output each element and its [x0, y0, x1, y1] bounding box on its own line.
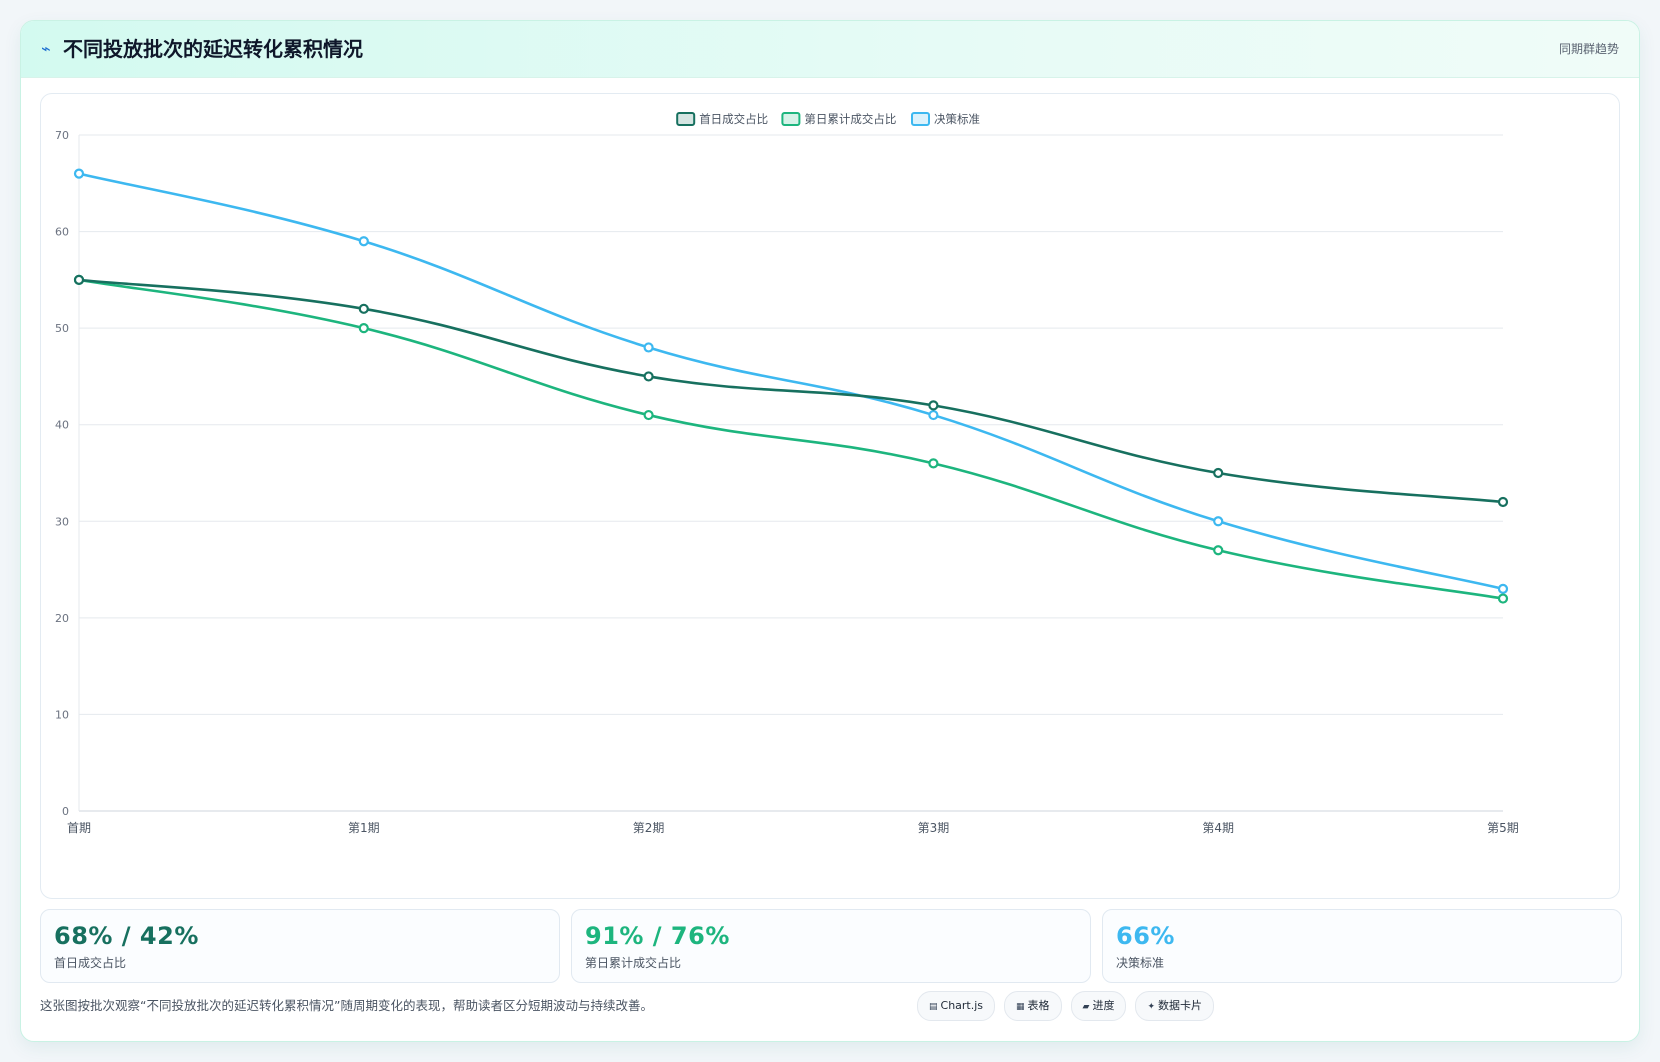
- sparkle-icon: ✦: [1147, 1002, 1156, 1012]
- card-header: ⌁ 不同投放批次的延迟转化累积情况 同期群趋势: [21, 21, 1639, 78]
- data-point: [1213, 516, 1224, 527]
- data-point: [358, 323, 369, 334]
- data-point: [928, 409, 939, 421]
- line-chart-icon: ⌁: [41, 39, 51, 58]
- data-point: [1213, 467, 1224, 479]
- progress-icon: ▰: [1082, 1002, 1090, 1012]
- data-point: [73, 274, 85, 285]
- stat-label: 第日累计成交占比: [585, 956, 682, 970]
- chip-table[interactable]: ▦ 表格: [1004, 991, 1062, 1021]
- y-tick-label: 60: [55, 226, 69, 239]
- data-point: [643, 409, 654, 421]
- chip-label: 进度: [1092, 999, 1115, 1012]
- legend-label: 决策标准: [934, 112, 980, 126]
- chip-label: 表格: [1027, 999, 1050, 1012]
- legend-swatch: [911, 112, 930, 126]
- stat-label: 首日成交占比: [54, 956, 127, 970]
- page-title: 不同投放批次的延迟转化累积情况: [63, 37, 363, 61]
- y-tick-label: 20: [55, 612, 69, 625]
- legend-label: 首日成交占比: [699, 112, 768, 126]
- line-chart: 0 10 20 30 40 50 60 70 首期 第1期 第2期 第3期 第4期 第5期 首日成交占比 第日…: [55, 112, 1519, 835]
- data-point: [73, 168, 85, 179]
- data-point: [643, 371, 654, 382]
- data-point: [928, 458, 939, 469]
- y-tick-label: 30: [55, 515, 69, 528]
- legend-label: 第日累计成交占比: [804, 112, 896, 126]
- stat-card-2: 91% / 76% 第日累计成交占比: [571, 909, 1091, 983]
- y-tick-label: 10: [55, 708, 69, 721]
- series-line-1: [77, 278, 1505, 504]
- stat-card-3: 66% 决策标准: [1102, 909, 1622, 983]
- chart-caption: 这张图按批次观察“不同投放批次的延迟转化累积情况”随周期变化的表现，帮助读者区分…: [40, 998, 653, 1013]
- x-tick-label: 第2期: [633, 821, 665, 835]
- chip-progress[interactable]: ▰ 进度: [1070, 991, 1127, 1021]
- chip-label: 数据卡片: [1158, 999, 1203, 1012]
- y-tick-label: 70: [55, 129, 69, 142]
- legend-swatch: [676, 112, 696, 126]
- data-point: [1497, 593, 1509, 604]
- stat-value: 66%: [1116, 922, 1175, 950]
- y-tick-label: 40: [55, 419, 69, 432]
- chip-data-card[interactable]: ✦ 数据卡片: [1135, 991, 1215, 1021]
- chart-icon: ▤: [929, 1002, 938, 1012]
- series-line-2: [77, 278, 1505, 600]
- chip-label: Chart.js: [940, 999, 984, 1012]
- legend-swatch: [781, 112, 801, 126]
- chip-group: ▤ Chart.js ▦ 表格 ▰ 进度 ✦ 数据卡片: [917, 991, 1215, 1021]
- x-tick-label: 首期: [67, 821, 91, 835]
- data-point: [358, 236, 369, 247]
- series-line-3: [77, 172, 1505, 591]
- stat-label: 决策标准: [1116, 956, 1165, 970]
- x-tick-label: 第3期: [918, 821, 950, 835]
- table-icon: ▦: [1016, 1002, 1025, 1012]
- data-point: [358, 303, 369, 314]
- x-tick-label: 第4期: [1202, 821, 1234, 835]
- stat-value: 68% / 42%: [54, 922, 199, 950]
- chart-card: ⌁ 不同投放批次的延迟转化累积情况 同期群趋势 0 10 20 30 40 50 60 70 首…: [20, 20, 1640, 1042]
- x-tick-label: 第1期: [348, 821, 380, 835]
- x-tick-label: 第5期: [1487, 821, 1519, 835]
- header-tag: 同期群趋势: [1558, 42, 1619, 56]
- chart-panel: 0 10 20 30 40 50 60 70 首期 第1期 第2期 第3期 第4期 第5期 首日成交占比 第日…: [40, 93, 1620, 899]
- y-tick-label: 0: [62, 805, 69, 818]
- stat-value: 91% / 76%: [585, 922, 730, 950]
- y-tick-label: 50: [55, 322, 69, 335]
- data-point: [1213, 545, 1224, 556]
- data-point: [928, 400, 939, 411]
- data-point: [643, 342, 654, 353]
- data-point: [1497, 496, 1509, 508]
- chip-chartjs[interactable]: ▤ Chart.js: [917, 991, 996, 1021]
- data-point: [1497, 583, 1509, 594]
- stat-card-1: 68% / 42% 首日成交占比: [40, 909, 560, 983]
